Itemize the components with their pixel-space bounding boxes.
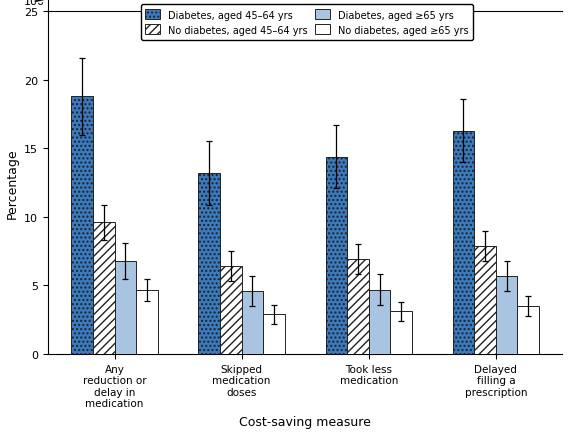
Y-axis label: Percentage: Percentage: [6, 148, 19, 218]
Bar: [347, 260, 369, 354]
Bar: [369, 290, 390, 354]
Text: 100: 100: [24, 0, 45, 7]
Bar: [517, 306, 539, 354]
Bar: [325, 157, 347, 354]
Bar: [241, 291, 263, 354]
Bar: [198, 174, 220, 354]
Bar: [453, 131, 474, 354]
X-axis label: Cost-saving measure: Cost-saving measure: [239, 415, 371, 428]
Bar: [390, 312, 412, 354]
Bar: [93, 223, 115, 354]
Legend: Diabetes, aged 45–64 yrs, No diabetes, aged 45–64 yrs, Diabetes, aged ≥65 yrs, N: Diabetes, aged 45–64 yrs, No diabetes, a…: [140, 5, 473, 40]
Bar: [115, 261, 136, 354]
Bar: [263, 315, 285, 354]
Bar: [136, 290, 158, 354]
Bar: [72, 97, 93, 354]
Bar: [474, 246, 496, 354]
Bar: [220, 266, 241, 354]
Bar: [496, 276, 517, 354]
